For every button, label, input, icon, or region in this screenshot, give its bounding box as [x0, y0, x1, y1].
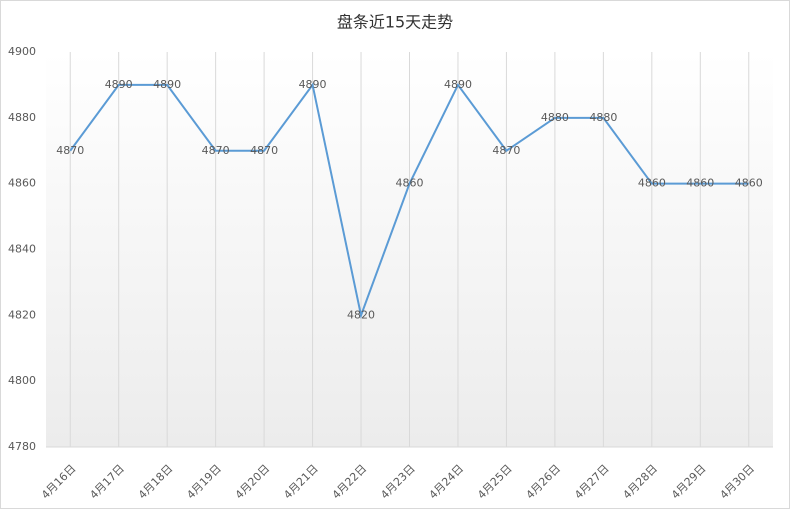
- data-label: 4890: [444, 78, 472, 91]
- data-label: 4880: [589, 111, 617, 124]
- data-label: 4870: [250, 144, 278, 157]
- data-label: 4870: [492, 144, 520, 157]
- y-tick-label: 4820: [8, 308, 36, 321]
- data-label: 4890: [105, 78, 133, 91]
- data-label: 4890: [153, 78, 181, 91]
- y-tick-label: 4860: [8, 177, 36, 190]
- data-label: 4860: [638, 177, 666, 190]
- data-label: 4890: [299, 78, 327, 91]
- data-label: 4860: [686, 177, 714, 190]
- y-tick-label: 4780: [8, 440, 36, 453]
- y-tick-label: 4900: [8, 45, 36, 58]
- chart-title: 盘条近15天走势: [337, 13, 453, 32]
- y-tick-label: 4800: [8, 374, 36, 387]
- data-label: 4870: [56, 144, 84, 157]
- data-label: 4860: [396, 177, 424, 190]
- data-label: 4870: [202, 144, 230, 157]
- y-tick-label: 4880: [8, 111, 36, 124]
- data-label: 4820: [347, 308, 375, 321]
- line: [69, 82, 749, 319]
- data-label: 4880: [541, 111, 569, 124]
- data-label: 4860: [735, 177, 763, 190]
- y-tick-label: 4840: [8, 243, 36, 256]
